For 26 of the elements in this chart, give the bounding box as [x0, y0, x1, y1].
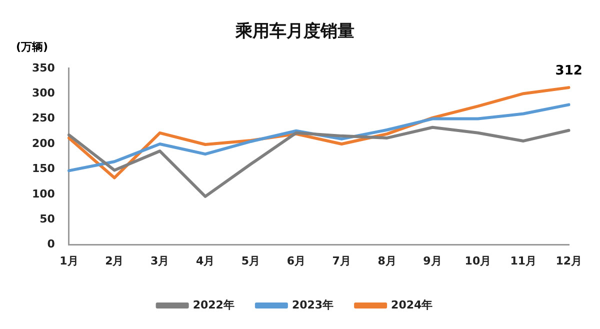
y-tick-label: 150 [32, 162, 56, 176]
y-tick-label: 200 [32, 136, 56, 150]
chart-title: 乘用车月度销量 [234, 22, 354, 42]
x-tick-label: 3月 [150, 254, 170, 268]
x-tick-label: 12月 [556, 254, 582, 268]
x-tick-label: 2月 [105, 254, 124, 268]
y-tick-label: 50 [40, 212, 56, 226]
x-tick-label: 4月 [196, 254, 215, 268]
x-tick-label: 10月 [464, 254, 492, 268]
annotation: 312 [555, 63, 582, 78]
y-tick-label: 250 [32, 112, 56, 125]
y-tick-label: 350 [32, 61, 56, 74]
x-tick-label: 1月 [60, 254, 78, 268]
x-tick-label: 11月 [510, 254, 537, 268]
y-tick-label: 100 [32, 187, 56, 200]
x-tick-label: 6月 [286, 254, 306, 268]
x-tick-label: 5月 [241, 254, 260, 268]
y-tick-label: 0 [47, 238, 56, 251]
y-tick-label: 300 [32, 86, 56, 100]
x-tick-label: 9月 [423, 254, 442, 268]
legend-label: 2022年 [192, 298, 234, 312]
x-tick-label: 8月 [378, 254, 396, 268]
legend-label: 2024年 [391, 298, 433, 312]
x-tick-label: 7月 [332, 254, 351, 268]
y-axis-title: (万辆) [16, 40, 48, 54]
legend-label: 2023年 [292, 298, 334, 312]
